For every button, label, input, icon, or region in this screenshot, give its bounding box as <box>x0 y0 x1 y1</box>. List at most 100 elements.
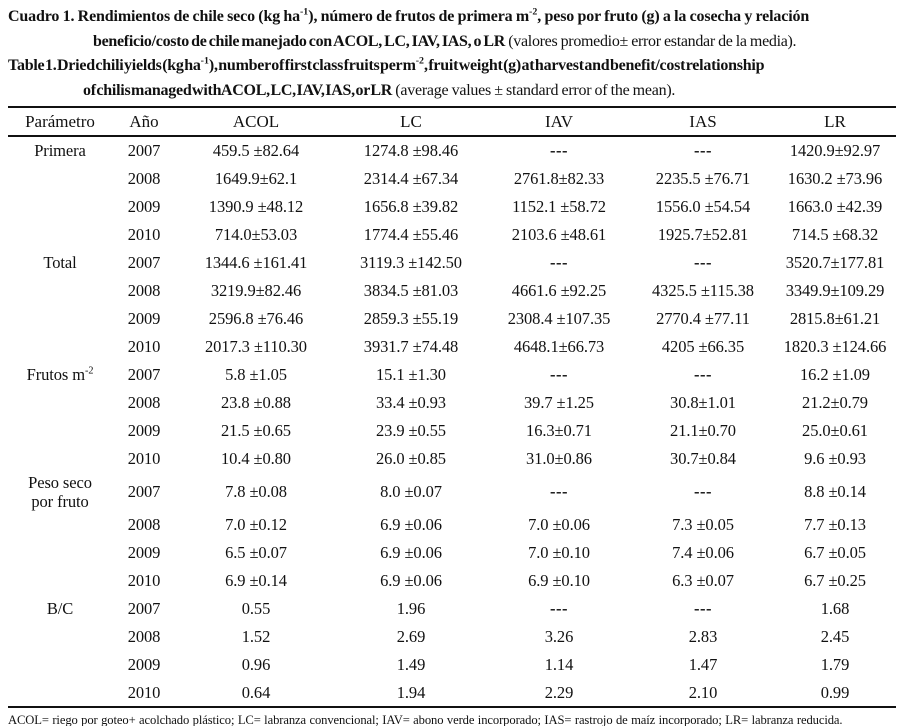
parameter-cell <box>8 165 112 193</box>
table-row: 2008 1649.9±62.1 2314.4 ±67.34 2761.8±82.33… <box>8 165 896 193</box>
value-cell: 7.3 ±0.05 <box>672 515 734 534</box>
caption-text: , peso por fruto (g) a la cosecha y rela… <box>537 8 810 25</box>
value-cell: 3349.9±109.29 <box>785 281 885 300</box>
value-cell: 2.10 <box>688 682 718 702</box>
value-cell: 459.5 ±82.64 <box>212 141 300 160</box>
value-cell: 7.4 ±0.06 <box>672 543 734 562</box>
caption-text: ), number of first class fruits per m <box>208 57 416 74</box>
value-cell: 2.69 <box>396 627 426 646</box>
caption-spanish-line1: Cuadro 1. Rendimientos de chile seco (kg… <box>8 5 896 30</box>
value-cell: 1820.3 ±124.66 <box>783 337 887 356</box>
value-cell: 1925.7±52.81 <box>657 225 749 244</box>
header-row: Parámetro Año ACOL LC IAV IAS LR <box>8 107 896 136</box>
parameter-label: Frutos m-2 <box>26 365 94 384</box>
value-cell: 30.7±0.84 <box>670 449 736 468</box>
value-cell: 4205 ±66.35 <box>661 337 745 356</box>
parameter-cell <box>8 511 112 539</box>
value-cell: --- <box>694 141 712 160</box>
year-cell: 2009 <box>127 309 161 328</box>
caption-text: Cuadro 1. Rendimientos de chile seco (kg… <box>8 8 300 25</box>
value-cell: 5.8 ±1.05 <box>225 365 287 384</box>
value-cell: 2314.4 ±67.34 <box>363 169 459 188</box>
value-cell: 1390.9 ±48.12 <box>208 197 304 216</box>
value-cell: 2761.8±82.33 <box>513 169 605 188</box>
value-cell: 16.2 ±1.09 <box>800 365 870 384</box>
value-cell: 21.2±0.79 <box>802 393 868 412</box>
parameter-cell: Primera <box>8 136 112 165</box>
value-cell: 6.9 ±0.06 <box>380 515 442 534</box>
value-cell: 1.79 <box>820 655 850 674</box>
value-cell: 8.0 ±0.07 <box>380 482 442 501</box>
value-cell: 1.96 <box>396 599 426 618</box>
caption-spanish-line2: beneficio/costo de chile manejado con AC… <box>8 30 896 55</box>
value-cell: 1663.0 ±42.39 <box>787 197 883 216</box>
column-header-lc: LC <box>400 111 422 131</box>
table-row: 2009 6.5 ±0.07 6.9 ±0.06 7.0 ±0.10 7.4 ±0.06… <box>8 539 896 567</box>
column-header-ias: IAS <box>689 111 717 131</box>
table-row: Peso seco por fruto 2007 7.8 ±0.08 8.0 ±0.07… <box>8 473 896 511</box>
parameter-cell <box>8 333 112 361</box>
superscript: -2 <box>529 6 538 18</box>
value-cell: 0.64 <box>241 682 271 702</box>
value-cell: 4648.1±66.73 <box>513 337 605 356</box>
value-cell: 3219.9±82.46 <box>210 281 302 300</box>
caption-text: beneficio/costo de chile manejado con AC… <box>93 32 506 50</box>
value-cell: 2859.3 ±55.19 <box>363 309 459 328</box>
caption-english-line1: Table 1. Dried chili yields (kg ha-1), n… <box>8 54 896 79</box>
superscript: -2 <box>415 55 425 67</box>
column-header-parametro: Parámetro <box>25 111 95 131</box>
value-cell: --- <box>550 599 568 618</box>
value-cell: 33.4 ±0.93 <box>376 393 446 412</box>
caption-text: ), número de frutos de primera m <box>308 8 530 25</box>
value-cell: 39.7 ±1.25 <box>524 393 594 412</box>
caption-text: (average values ± standard error of the … <box>392 81 676 99</box>
parameter-cell <box>8 623 112 651</box>
value-cell: 1630.2 ±73.96 <box>787 169 883 188</box>
parameter-cell <box>8 445 112 473</box>
value-cell: 23.9 ±0.55 <box>376 421 446 440</box>
caption-text: , fruit weight (g) at harvest and benefi… <box>424 57 765 74</box>
table-row: 2010 6.9 ±0.14 6.9 ±0.06 6.9 ±0.10 6.3 ±0.07… <box>8 567 896 595</box>
value-cell: 8.8 ±0.14 <box>804 482 866 501</box>
value-cell: 6.9 ±0.14 <box>225 571 287 590</box>
value-cell: 6.9 ±0.10 <box>528 571 590 590</box>
year-cell: 2007 <box>127 599 161 618</box>
caption-english: Table 1. Dried chili yields (kg ha-1), n… <box>8 54 896 103</box>
parameter-cell: B/C <box>8 595 112 623</box>
year-cell: 2008 <box>127 515 161 534</box>
value-cell: --- <box>550 141 568 160</box>
caption-english-line2: of chilis managed with ACOL, LC, IAV, IA… <box>8 79 896 104</box>
value-cell: --- <box>550 365 568 384</box>
column-header-acol: ACOL <box>232 111 280 131</box>
parameter-label: Primera <box>34 141 86 160</box>
value-cell: 0.99 <box>820 682 850 702</box>
value-cell: --- <box>550 253 568 272</box>
table-row: 2009 1390.9 ±48.12 1656.8 ±39.82 1152.1 ±58… <box>8 193 896 221</box>
value-cell: 2770.4 ±77.11 <box>656 309 750 328</box>
value-cell: 9.6 ±0.93 <box>804 449 866 468</box>
parameter-cell <box>8 277 112 305</box>
value-cell: --- <box>694 482 712 501</box>
value-cell: 3.26 <box>544 627 574 646</box>
year-cell: 2007 <box>127 365 161 384</box>
year-cell: 2010 <box>127 337 161 356</box>
value-cell: 1152.1 ±58.72 <box>512 197 606 216</box>
value-cell: --- <box>550 482 568 501</box>
value-cell: 2235.5 ±76.71 <box>655 169 751 188</box>
parameter-label: B/C <box>46 599 74 618</box>
year-cell: 2008 <box>127 393 161 412</box>
parameter-cell <box>8 417 112 445</box>
table-row: 2009 2596.8 ±76.46 2859.3 ±55.19 2308.4 ±10… <box>8 305 896 333</box>
results-table: Parámetro Año ACOL LC IAV IAS LR Primera… <box>8 106 896 708</box>
year-cell: 2007 <box>127 253 161 272</box>
parameter-cell <box>8 679 112 707</box>
value-cell: 1556.0 ±54.54 <box>655 197 751 216</box>
value-cell: 31.0±0.86 <box>526 449 592 468</box>
value-cell: 1.94 <box>396 682 426 702</box>
value-cell: 21.1±0.70 <box>670 421 736 440</box>
value-cell: 2596.8 ±76.46 <box>208 309 304 328</box>
column-header-ano: Año <box>129 111 159 131</box>
value-cell: 1649.9±62.1 <box>214 169 298 188</box>
value-cell: 7.0 ±0.12 <box>225 515 287 534</box>
